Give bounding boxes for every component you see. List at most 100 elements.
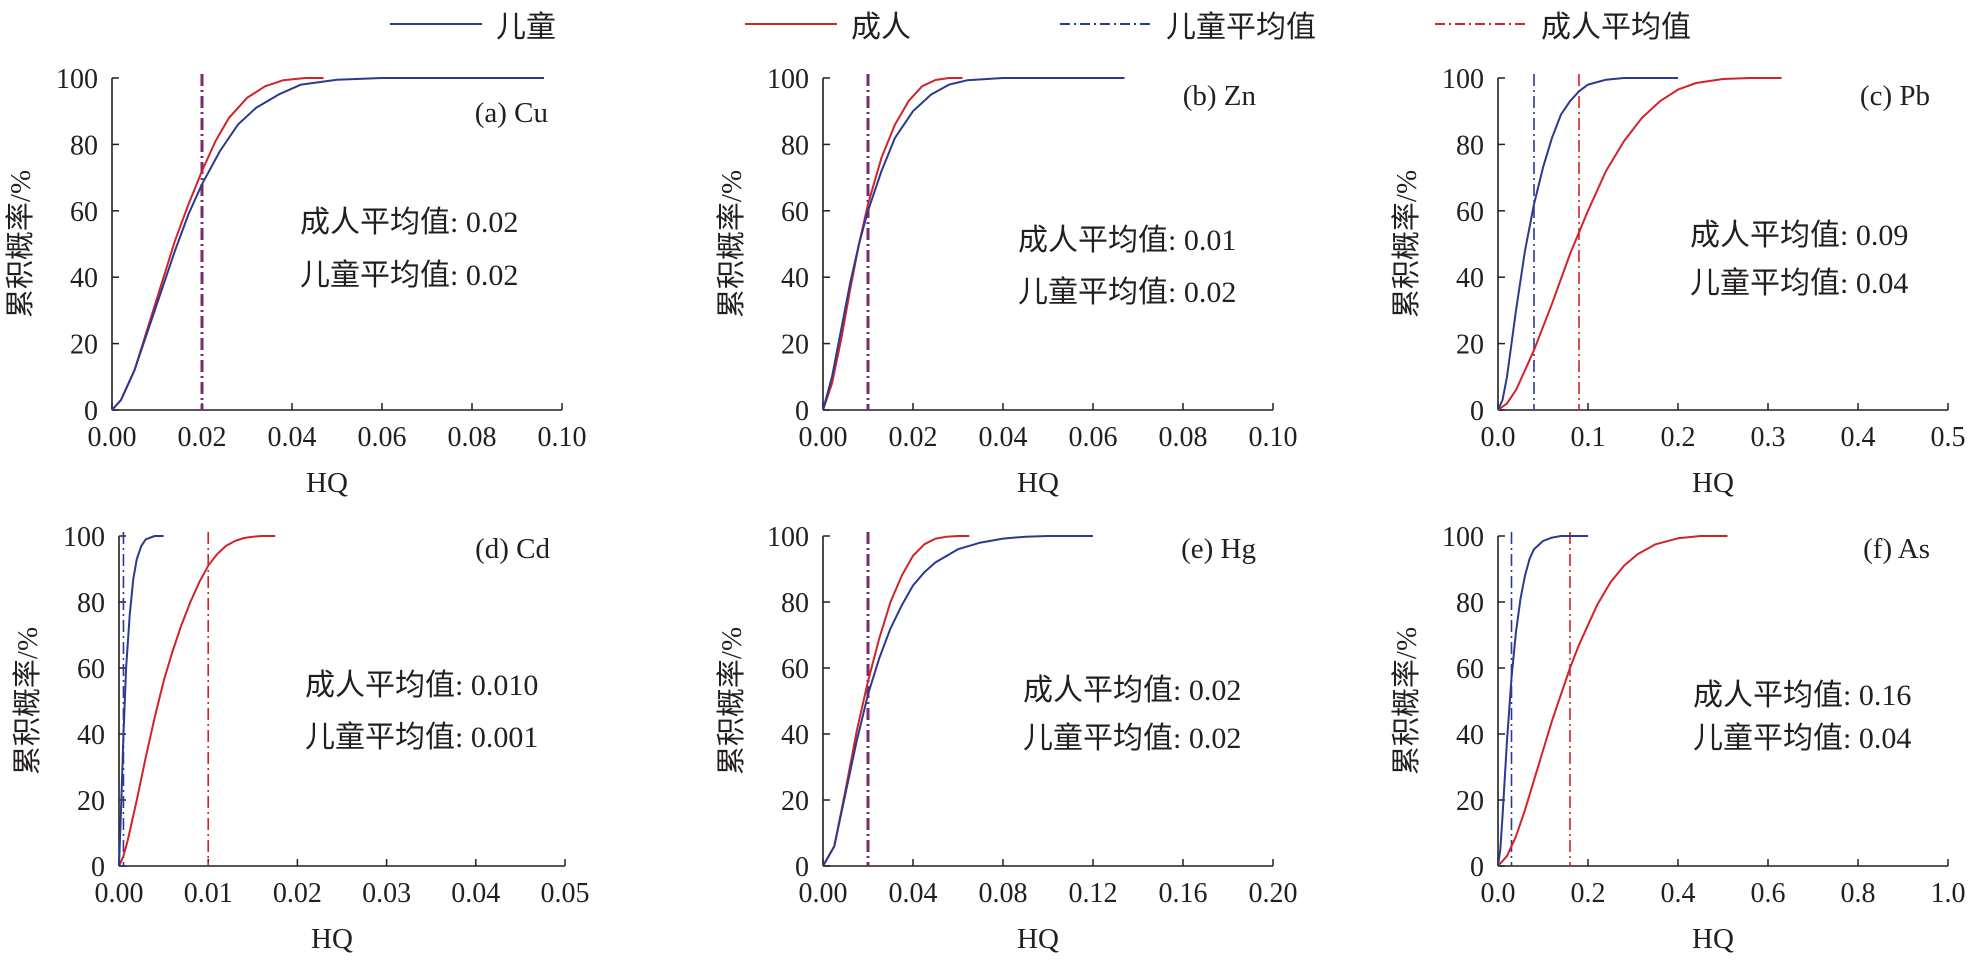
annotation-child-mean: 儿童平均值: 0.04 — [1690, 267, 1908, 300]
x-tick-label: 1.0 — [1931, 878, 1966, 909]
y-tick-label: 0 — [1470, 852, 1484, 883]
series-line-adult — [118, 535, 276, 867]
x-tick-label: 0.04 — [979, 422, 1028, 453]
y-tick-label: 60 — [1456, 197, 1484, 228]
x-tick-label: 0.2 — [1661, 422, 1696, 453]
x-tick-label: 0.02 — [178, 422, 227, 453]
x-tick-label: 0.10 — [1249, 422, 1298, 453]
y-tick-label: 20 — [781, 786, 809, 817]
y-tick-label: 60 — [1456, 654, 1484, 685]
x-tick-label: 0.05 — [541, 878, 590, 909]
x-tick-label: 0.08 — [1159, 422, 1208, 453]
y-tick-label: 0 — [84, 396, 98, 427]
chart-panel-3: 0 20 40 60 80 100 0.00 0.01 0.02 0.03 0.04 0.05 HQ 累积… — [11, 522, 590, 955]
series-line-adult — [822, 77, 963, 411]
y-axis-label: 累积概率/% — [1390, 170, 1423, 318]
y-tick-label: 0 — [91, 852, 105, 883]
y-tick-label: 80 — [77, 588, 105, 619]
legend-swatch-child — [390, 23, 482, 25]
x-tick-label: 0.3 — [1751, 422, 1786, 453]
series-line-child — [111, 77, 544, 411]
panel-label: (f) As — [1863, 533, 1930, 565]
legend-swatch-adult-mean — [1435, 23, 1527, 25]
x-tick-label: 0.00 — [799, 878, 848, 909]
legend-label-adult-mean: 成人平均值 — [1541, 11, 1691, 44]
y-axis-label: 累积概率/% — [1390, 627, 1423, 775]
chart-panel-4: 0 20 40 60 80 100 0.00 0.04 0.08 0.12 0.16 0.20 HQ 累积… — [715, 522, 1298, 955]
y-tick-label: 20 — [77, 786, 105, 817]
chart-panel-5: 0 20 40 60 80 100 0.0 0.2 0.4 0.6 0.8 1.0 HQ 累积概率/% (f… — [1390, 522, 1966, 955]
y-tick-label: 0 — [1470, 396, 1484, 427]
x-tick-label: 0.10 — [538, 422, 587, 453]
y-tick-label: 20 — [781, 330, 809, 361]
legend-item-adult-mean: 成人平均值 — [1435, 4, 1691, 44]
y-tick-label: 0 — [795, 396, 809, 427]
annotation-adult-mean: 成人平均值: 0.010 — [305, 669, 538, 702]
x-tick-label: 0.00 — [799, 422, 848, 453]
x-tick-label: 0.1 — [1571, 422, 1606, 453]
x-axis-label: HQ — [1692, 467, 1734, 499]
annotation-adult-mean: 成人平均值: 0.02 — [1023, 674, 1241, 707]
series-line-child — [118, 535, 164, 867]
x-tick-label: 0.06 — [358, 422, 407, 453]
annotation-adult-mean: 成人平均值: 0.16 — [1693, 679, 1911, 712]
y-tick-label: 20 — [1456, 786, 1484, 817]
annotation-child-mean: 儿童平均值: 0.02 — [1023, 722, 1241, 755]
x-tick-label: 0.00 — [95, 878, 144, 909]
x-tick-label: 0.02 — [273, 878, 322, 909]
chart-panel-1: 0 20 40 60 80 100 0.00 0.02 0.04 0.06 0.08 0.10 HQ 累积… — [715, 64, 1298, 499]
x-axis-label: HQ — [311, 923, 353, 955]
annotation-adult-mean: 成人平均值: 0.02 — [300, 206, 518, 239]
y-tick-label: 100 — [767, 64, 809, 95]
y-tick-label: 60 — [77, 654, 105, 685]
y-tick-label: 100 — [1442, 522, 1484, 553]
y-axis-label: 累积概率/% — [715, 170, 748, 318]
y-tick-label: 80 — [70, 130, 98, 161]
x-tick-label: 0.16 — [1159, 878, 1208, 909]
legend-label-child-mean: 儿童平均值 — [1166, 11, 1316, 44]
series-line-child — [1497, 77, 1678, 411]
annotation-child-mean: 儿童平均值: 0.02 — [1018, 276, 1236, 309]
y-tick-label: 100 — [56, 64, 98, 95]
x-tick-label: 0.0 — [1481, 422, 1516, 453]
y-tick-label: 80 — [781, 130, 809, 161]
x-tick-label: 0.08 — [448, 422, 497, 453]
y-axis-label: 累积概率/% — [4, 170, 37, 318]
legend-item-child: 儿童 — [390, 4, 556, 44]
y-tick-label: 60 — [781, 654, 809, 685]
y-tick-label: 60 — [70, 197, 98, 228]
series-line-adult — [111, 77, 324, 411]
x-tick-label: 0.01 — [184, 878, 233, 909]
y-tick-label: 0 — [795, 852, 809, 883]
y-tick-label: 40 — [1456, 720, 1484, 751]
series-line-adult — [822, 535, 970, 867]
panel-label: (a) Cu — [475, 97, 548, 129]
x-tick-label: 0.08 — [979, 878, 1028, 909]
series-line-child — [822, 77, 1125, 411]
y-tick-label: 100 — [767, 522, 809, 553]
y-tick-label: 100 — [63, 522, 105, 553]
series-line-child — [1497, 535, 1588, 867]
panel-label: (e) Hg — [1181, 533, 1256, 565]
x-tick-label: 0.5 — [1931, 422, 1966, 453]
x-axis-label: HQ — [306, 467, 348, 499]
legend-swatch-child-mean — [1060, 23, 1152, 25]
y-tick-label: 100 — [1442, 64, 1484, 95]
y-tick-label: 40 — [70, 263, 98, 294]
x-axis-label: HQ — [1017, 923, 1059, 955]
x-axis-label: HQ — [1692, 923, 1734, 955]
x-tick-label: 0.20 — [1249, 878, 1298, 909]
y-tick-label: 40 — [77, 720, 105, 751]
y-tick-label: 40 — [781, 720, 809, 751]
y-tick-label: 20 — [70, 330, 98, 361]
annotation-child-mean: 儿童平均值: 0.04 — [1693, 722, 1911, 755]
legend: 儿童 成人 儿童平均值 成人平均值 — [0, 4, 1972, 44]
x-tick-label: 0.4 — [1661, 878, 1696, 909]
x-tick-label: 0.8 — [1841, 878, 1876, 909]
x-axis-label: HQ — [1017, 467, 1059, 499]
y-axis-label: 累积概率/% — [715, 627, 748, 775]
chart-panel-2: 0 20 40 60 80 100 0.0 0.1 0.2 0.3 0.4 0.5 HQ 累积概率/% (c… — [1390, 64, 1966, 499]
x-tick-label: 0.2 — [1571, 878, 1606, 909]
y-tick-label: 40 — [1456, 263, 1484, 294]
